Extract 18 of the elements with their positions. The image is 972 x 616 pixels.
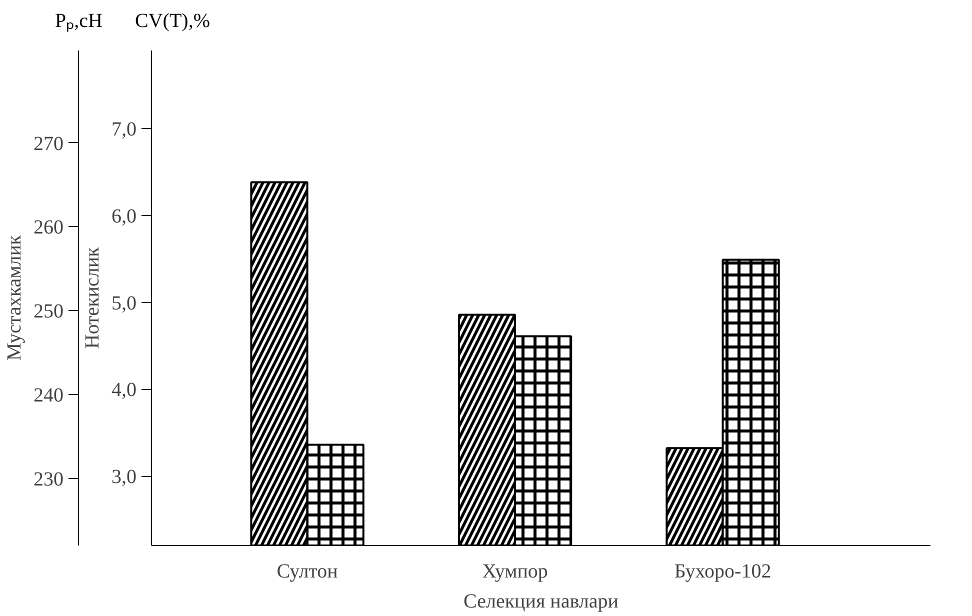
x-tick-label: Бухоро-102 xyxy=(674,560,772,582)
y2-tick-label: 4,0 xyxy=(112,379,136,402)
y-tick-label: 250 xyxy=(34,300,64,323)
y2-tick-label: 3,0 xyxy=(112,466,136,488)
y2-tick-label: 5,0 xyxy=(112,292,136,314)
y-tick-label: 230 xyxy=(34,468,64,490)
y-tick-label: 260 xyxy=(34,216,64,239)
x-tick-label: Султон xyxy=(276,560,338,582)
y2-tick-label: 6,0 xyxy=(112,206,136,228)
text: CV(T),% xyxy=(135,9,210,34)
x-axis-title: Селекция навлари xyxy=(464,590,619,612)
y2-tick-label: 7,0 xyxy=(112,118,136,141)
y-axis-title: Мустахкамлик xyxy=(4,235,26,361)
y-tick-label: 270 xyxy=(34,132,64,155)
y-tick-label: 240 xyxy=(34,384,64,406)
x-tick-label: Хумпор xyxy=(482,560,548,582)
text: Pₚ,cH xyxy=(55,9,102,34)
y2-axis-title: Нотекислик xyxy=(82,246,104,349)
